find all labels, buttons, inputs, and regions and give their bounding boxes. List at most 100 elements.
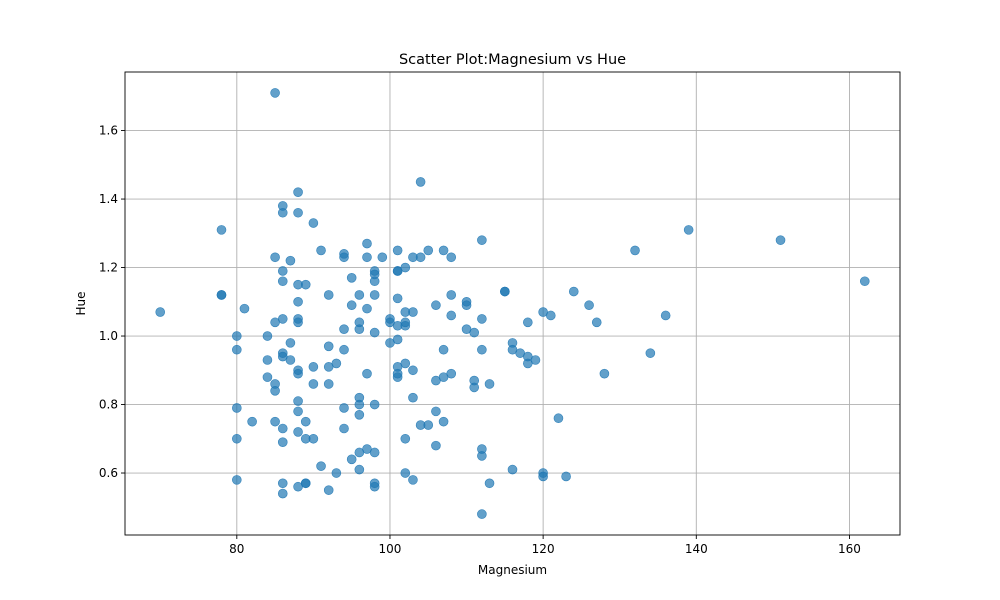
data-point (392, 293, 403, 304)
data-point (477, 344, 487, 355)
data-point (308, 379, 319, 389)
y-axis-label: Hue (74, 291, 88, 315)
data-point (859, 276, 870, 287)
data-point (400, 358, 411, 369)
data-point (369, 327, 380, 338)
data-point (277, 314, 288, 324)
data-point (484, 478, 495, 489)
data-point (408, 475, 418, 485)
data-point (277, 437, 288, 447)
data-point (568, 286, 579, 297)
data-point (469, 327, 480, 338)
data-point (232, 403, 242, 413)
data-point (369, 399, 380, 410)
plot-frame (124, 71, 901, 536)
data-point (354, 409, 365, 420)
data-point (431, 300, 441, 311)
data-point (300, 416, 311, 427)
data-point (323, 290, 334, 300)
data-point (232, 344, 242, 355)
y-tick-label: 1.0 (99, 329, 118, 343)
data-point (438, 416, 449, 427)
data-point (262, 331, 273, 341)
data-point (293, 187, 303, 198)
data-point (408, 365, 418, 376)
data-point (277, 488, 288, 499)
data-point (500, 286, 510, 297)
data-point (392, 372, 403, 382)
data-point (408, 307, 418, 317)
data-point (400, 433, 411, 444)
data-point (293, 396, 303, 406)
data-point (400, 262, 411, 273)
data-point (262, 355, 273, 365)
data-point (362, 252, 372, 263)
data-point (354, 399, 365, 410)
data-point (285, 255, 296, 266)
data-point (775, 235, 786, 245)
x-tick-label: 100 (379, 542, 402, 556)
data-point (216, 290, 227, 300)
data-point (369, 481, 380, 492)
data-point (415, 252, 426, 263)
data-point (316, 245, 326, 256)
data-point (553, 413, 564, 424)
data-point (331, 358, 342, 369)
data-point (469, 382, 480, 393)
data-point (446, 252, 457, 263)
data-point (545, 310, 556, 321)
data-point (293, 368, 303, 379)
y-tick-label: 1.4 (99, 192, 118, 206)
data-point (293, 207, 303, 218)
data-point (354, 464, 365, 475)
data-point (323, 485, 334, 495)
data-point (377, 252, 388, 263)
data-point (561, 471, 571, 482)
data-point (530, 355, 541, 365)
data-point (400, 468, 411, 478)
data-point (277, 478, 288, 489)
data-point (477, 235, 487, 245)
data-point (285, 338, 296, 348)
data-point (362, 368, 372, 379)
data-point (423, 420, 434, 430)
data-point (277, 423, 288, 434)
x-axis-label: Magnesium (478, 563, 547, 577)
data-point (461, 300, 472, 311)
grid-lines (125, 72, 900, 535)
data-point (431, 440, 441, 451)
data-point (346, 300, 357, 311)
x-tick-label: 160 (838, 542, 861, 556)
data-point (507, 464, 518, 475)
data-point (346, 273, 357, 283)
data-point (270, 416, 280, 427)
data-point (339, 403, 349, 413)
data-point (270, 386, 280, 396)
data-point (323, 379, 334, 389)
data-point (431, 406, 441, 417)
data-point (293, 317, 303, 328)
data-point (293, 296, 303, 307)
data-point (277, 266, 288, 276)
data-point (369, 290, 380, 300)
data-point (300, 279, 311, 290)
data-point (446, 290, 457, 300)
data-point (339, 252, 349, 263)
data-point (293, 427, 303, 437)
data-point (369, 276, 380, 287)
data-point (262, 372, 273, 382)
data-point (270, 252, 280, 263)
data-point (232, 475, 242, 485)
data-point (392, 334, 403, 345)
data-point (408, 392, 418, 403)
data-points (155, 88, 870, 519)
data-point (232, 433, 242, 444)
data-point (308, 362, 319, 372)
data-point (630, 245, 640, 256)
data-point (339, 324, 349, 334)
data-point (239, 303, 250, 314)
data-point (392, 245, 403, 256)
chart-title: Scatter Plot:Magnesium vs Hue (399, 52, 626, 68)
plot-area (125, 72, 900, 535)
